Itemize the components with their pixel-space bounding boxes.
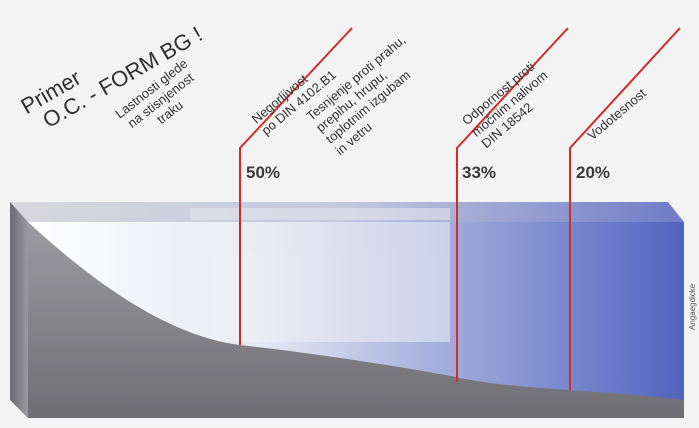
compression-surface [28,222,684,418]
foam-texture [190,208,450,342]
percent-label-3: 33% [462,163,497,182]
percent-label-1: 50% [246,163,281,182]
marker-line-1 [239,27,353,345]
percent-label-4: 20% [576,163,611,182]
side-label: Angaegdicke [688,283,697,330]
marker-line-3 [569,27,681,390]
marker-line-2 [456,27,569,382]
band-side-face [10,202,28,418]
